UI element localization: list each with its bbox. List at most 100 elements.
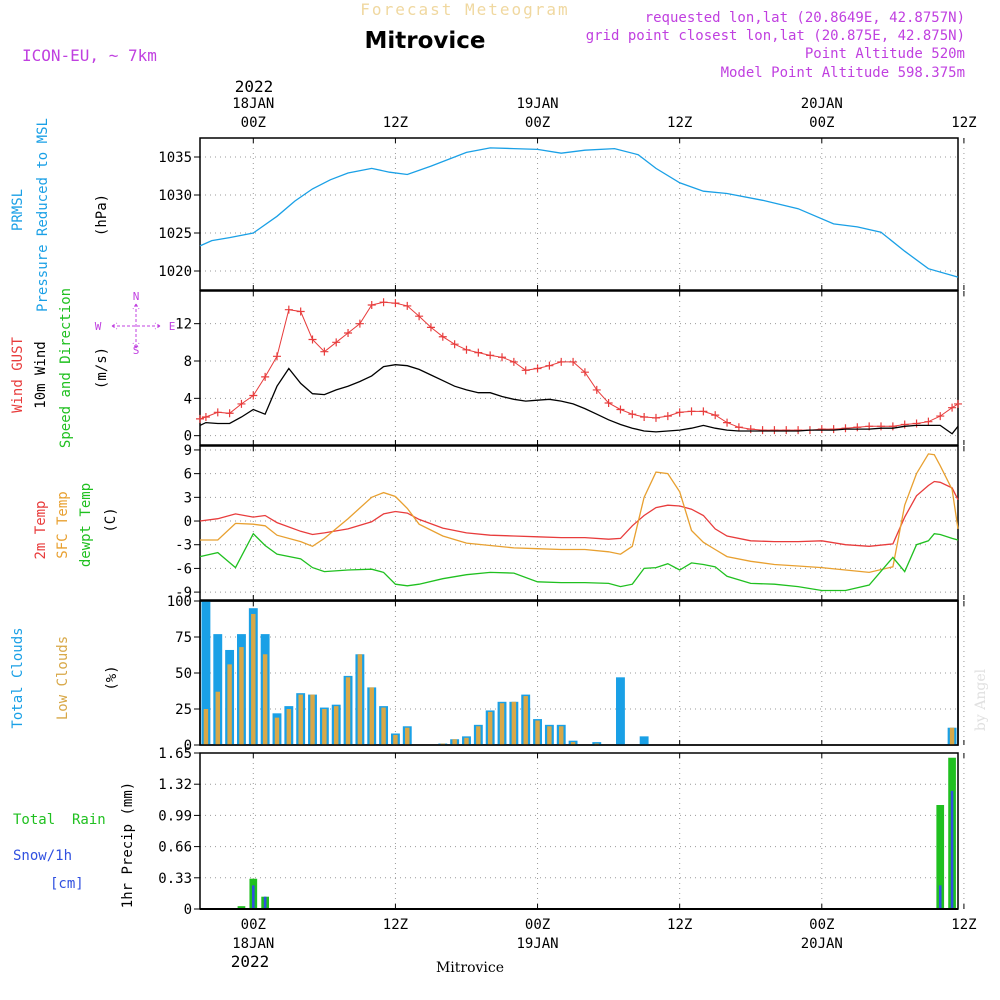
bottom-time-label: 00Z — [525, 917, 550, 933]
temp-sfc-label: SFC Temp — [55, 491, 71, 558]
y-tick-label: -3 — [175, 538, 192, 554]
low-cloud-bar — [298, 694, 303, 745]
low-cloud-bar — [405, 727, 410, 745]
gust-marker — [758, 426, 767, 435]
low-cloud-bar — [547, 726, 552, 745]
panel-3: 0 25 50 75 100 — [167, 594, 965, 754]
snow-bar — [950, 790, 954, 909]
gust-marker — [474, 348, 483, 357]
panel-frame — [199, 445, 959, 601]
total-cloud-bar — [616, 677, 625, 745]
temp-unit: (C) — [103, 507, 119, 532]
gust-marker — [592, 385, 601, 394]
wind-gust-label: Wind GUST — [10, 337, 26, 413]
gust-marker — [344, 329, 353, 337]
gust-marker — [379, 298, 388, 307]
y-tick-label: 0.99 — [158, 808, 192, 824]
grid-point-coords: grid point closest lon,lat (20.875E, 42.… — [586, 28, 965, 44]
gust-marker — [196, 414, 204, 423]
y-tick-label: 1025 — [158, 226, 192, 242]
temp-2m-label: 2m Temp — [33, 500, 49, 559]
gust-marker — [367, 301, 376, 309]
low-cloud-bar — [215, 691, 220, 745]
low-cloud-bar — [227, 664, 232, 745]
model-altitude: Model Point Altitude 598.375m — [721, 65, 965, 81]
panel-frame — [199, 137, 959, 291]
gust-marker — [877, 422, 886, 431]
gust-marker — [734, 423, 743, 432]
low-cloud-bar — [369, 687, 374, 745]
gust-marker — [888, 422, 897, 431]
gust-marker — [723, 418, 732, 427]
low-cloud-bar — [333, 706, 339, 745]
gust-marker — [201, 413, 210, 421]
y-tick-label: 6 — [184, 467, 192, 483]
low-cloud-bar — [511, 701, 517, 745]
gust-marker — [628, 410, 637, 419]
gust-marker — [770, 426, 779, 435]
y-tick-label: 8 — [184, 354, 192, 370]
low-cloud-bar — [286, 709, 292, 745]
gust-marker — [462, 345, 471, 354]
gust-marker — [332, 338, 341, 347]
gust-marker — [924, 417, 933, 426]
gust-marker — [912, 419, 921, 428]
low-cloud-bar — [262, 654, 268, 745]
temp-2m-line — [199, 480, 959, 547]
pressure-label-long: Pressure Reduced to MSL — [35, 118, 51, 312]
low-cloud-bar — [310, 694, 315, 745]
panels: 102010251030103504812-9-6-30369025507510… — [158, 137, 965, 918]
rain-bar — [936, 805, 945, 909]
gust-marker — [841, 424, 850, 433]
panel-4: 0 0.33 0.66 0.99 1.32 1.65 — [158, 746, 965, 918]
gust-marker — [261, 372, 270, 381]
gust-marker — [403, 301, 412, 310]
dewpoint-line — [199, 532, 959, 592]
low-cloud-bar — [487, 711, 493, 745]
bottom-time-label: 12Z — [667, 917, 692, 933]
super-title: Forecast Meteogram — [360, 0, 569, 19]
top-date-label: 18JAN — [232, 96, 274, 112]
low-cloud-bar — [949, 727, 955, 745]
gust-marker — [948, 403, 957, 412]
gust-marker — [521, 366, 530, 375]
bottom-date-label: 19JAN — [516, 936, 558, 952]
pressure-label-prmsl: PRMSL — [10, 189, 26, 231]
top-time-axis: 18JAN 00Z 12Z 19JAN 00Z 12Z 20JAN 00Z 12Z — [232, 96, 976, 131]
top-time-label: 00Z — [525, 115, 550, 131]
y-tick-label: 1020 — [158, 264, 192, 280]
low-cloud-bar — [452, 739, 457, 745]
gust-marker — [675, 408, 684, 417]
low-cloud-bar — [393, 734, 398, 745]
point-altitude: Point Altitude 520m — [805, 46, 965, 62]
gust-marker — [604, 399, 613, 407]
gust-marker — [355, 319, 364, 328]
gust-line — [199, 301, 959, 431]
low-cloud-bar — [345, 677, 351, 745]
y-tick-label: 1035 — [158, 150, 192, 166]
y-tick-label: 50 — [175, 666, 192, 682]
gust-marker — [794, 426, 803, 435]
gust-marker — [498, 353, 507, 362]
y-tick-label: 0 — [184, 738, 192, 754]
gust-marker — [438, 332, 447, 341]
pressure-unit: (hPa) — [94, 194, 110, 236]
gust-marker — [569, 357, 578, 366]
gust-marker — [509, 357, 518, 366]
gust-marker — [308, 335, 317, 344]
gust-marker — [213, 408, 222, 417]
pressure-line — [199, 147, 959, 278]
temp-sfc-line — [200, 453, 959, 574]
top-time-label: 12Z — [951, 115, 976, 131]
y-tick-label: -6 — [175, 561, 192, 577]
gust-marker — [450, 340, 459, 349]
y-tick-label: 9 — [184, 443, 192, 459]
bottom-date-label: 20JAN — [801, 936, 843, 952]
gust-marker — [249, 391, 258, 400]
total-cloud-bar — [639, 736, 649, 745]
gust-marker — [320, 347, 329, 356]
y-tick-label: 0 — [184, 429, 192, 445]
snow-bar — [938, 885, 942, 909]
y-tick-label: 25 — [175, 702, 192, 718]
